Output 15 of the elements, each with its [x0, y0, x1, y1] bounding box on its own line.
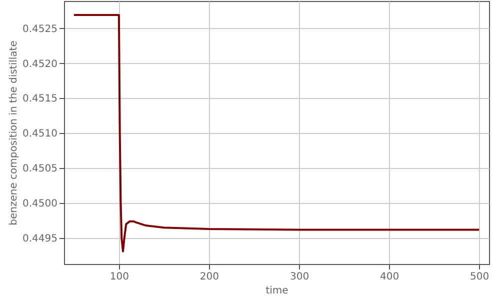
y-tick-label: 0.4495: [22, 234, 58, 245]
y-tick-label: 0.4510: [22, 128, 58, 140]
y-tick-label: 0.4520: [22, 58, 58, 70]
y-tick-label: 0.4525: [22, 24, 58, 35]
x-tick-label: 100: [110, 272, 129, 282]
x-tick-label: 300: [290, 272, 310, 282]
x-tick-label: 400: [380, 272, 400, 282]
x-axis-title: time: [266, 286, 288, 296]
x-tick-label: 500: [470, 272, 490, 282]
line-series: [72, 14, 480, 252]
y-tick-label: 0.4500: [22, 198, 58, 210]
x-tick-label: 200: [200, 272, 220, 282]
y-axis-title: benzene composition in the distillate: [8, 40, 20, 226]
y-tick-label: 0.4505: [22, 164, 58, 175]
y-tick-label: 0.4515: [22, 94, 58, 105]
